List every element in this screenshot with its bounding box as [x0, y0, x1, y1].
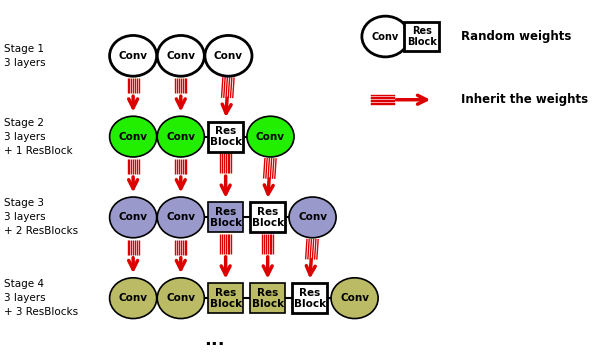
FancyBboxPatch shape [208, 202, 243, 232]
Text: Stage 4
3 layers
+ 3 ResBlocks: Stage 4 3 layers + 3 ResBlocks [4, 279, 78, 317]
Text: Conv: Conv [340, 293, 369, 303]
Text: Conv: Conv [372, 32, 399, 41]
Text: Res
Block: Res Block [407, 26, 437, 47]
Ellipse shape [362, 16, 409, 57]
Ellipse shape [205, 35, 252, 76]
Ellipse shape [247, 116, 294, 157]
Text: Conv: Conv [166, 293, 195, 303]
Ellipse shape [331, 278, 378, 319]
Text: Stage 3
3 layers
+ 2 ResBlocks: Stage 3 3 layers + 2 ResBlocks [4, 198, 78, 236]
Text: Inherit the weights: Inherit the weights [461, 93, 588, 106]
Ellipse shape [157, 35, 204, 76]
Text: Res
Block: Res Block [251, 207, 284, 228]
Text: Stage 2
3 layers
+ 1 ResBlock: Stage 2 3 layers + 1 ResBlock [4, 118, 73, 156]
FancyBboxPatch shape [292, 283, 327, 313]
FancyBboxPatch shape [208, 122, 243, 152]
Text: ...: ... [204, 331, 225, 349]
FancyBboxPatch shape [250, 202, 285, 232]
Text: Res
Block: Res Block [210, 288, 242, 309]
Ellipse shape [289, 197, 336, 238]
Text: Conv: Conv [166, 212, 195, 222]
Text: Res
Block: Res Block [294, 288, 326, 309]
Ellipse shape [157, 116, 204, 157]
Text: Conv: Conv [256, 132, 285, 142]
Text: Conv: Conv [298, 212, 327, 222]
Text: Res
Block: Res Block [210, 207, 242, 228]
Ellipse shape [157, 278, 204, 319]
Text: Conv: Conv [119, 212, 148, 222]
FancyBboxPatch shape [250, 283, 285, 313]
Text: Random weights: Random weights [461, 30, 571, 43]
FancyBboxPatch shape [208, 283, 243, 313]
Ellipse shape [110, 116, 157, 157]
Ellipse shape [110, 197, 157, 238]
Text: Stage 1
3 layers: Stage 1 3 layers [4, 44, 46, 68]
Text: Conv: Conv [119, 51, 148, 61]
Text: Res
Block: Res Block [251, 288, 284, 309]
FancyBboxPatch shape [404, 22, 439, 51]
Text: Conv: Conv [214, 51, 243, 61]
Text: Conv: Conv [119, 293, 148, 303]
Ellipse shape [110, 35, 157, 76]
Text: Conv: Conv [166, 132, 195, 142]
Text: Conv: Conv [166, 51, 195, 61]
Text: Conv: Conv [119, 132, 148, 142]
Ellipse shape [110, 278, 157, 319]
Ellipse shape [157, 197, 204, 238]
Text: Res
Block: Res Block [210, 126, 242, 147]
